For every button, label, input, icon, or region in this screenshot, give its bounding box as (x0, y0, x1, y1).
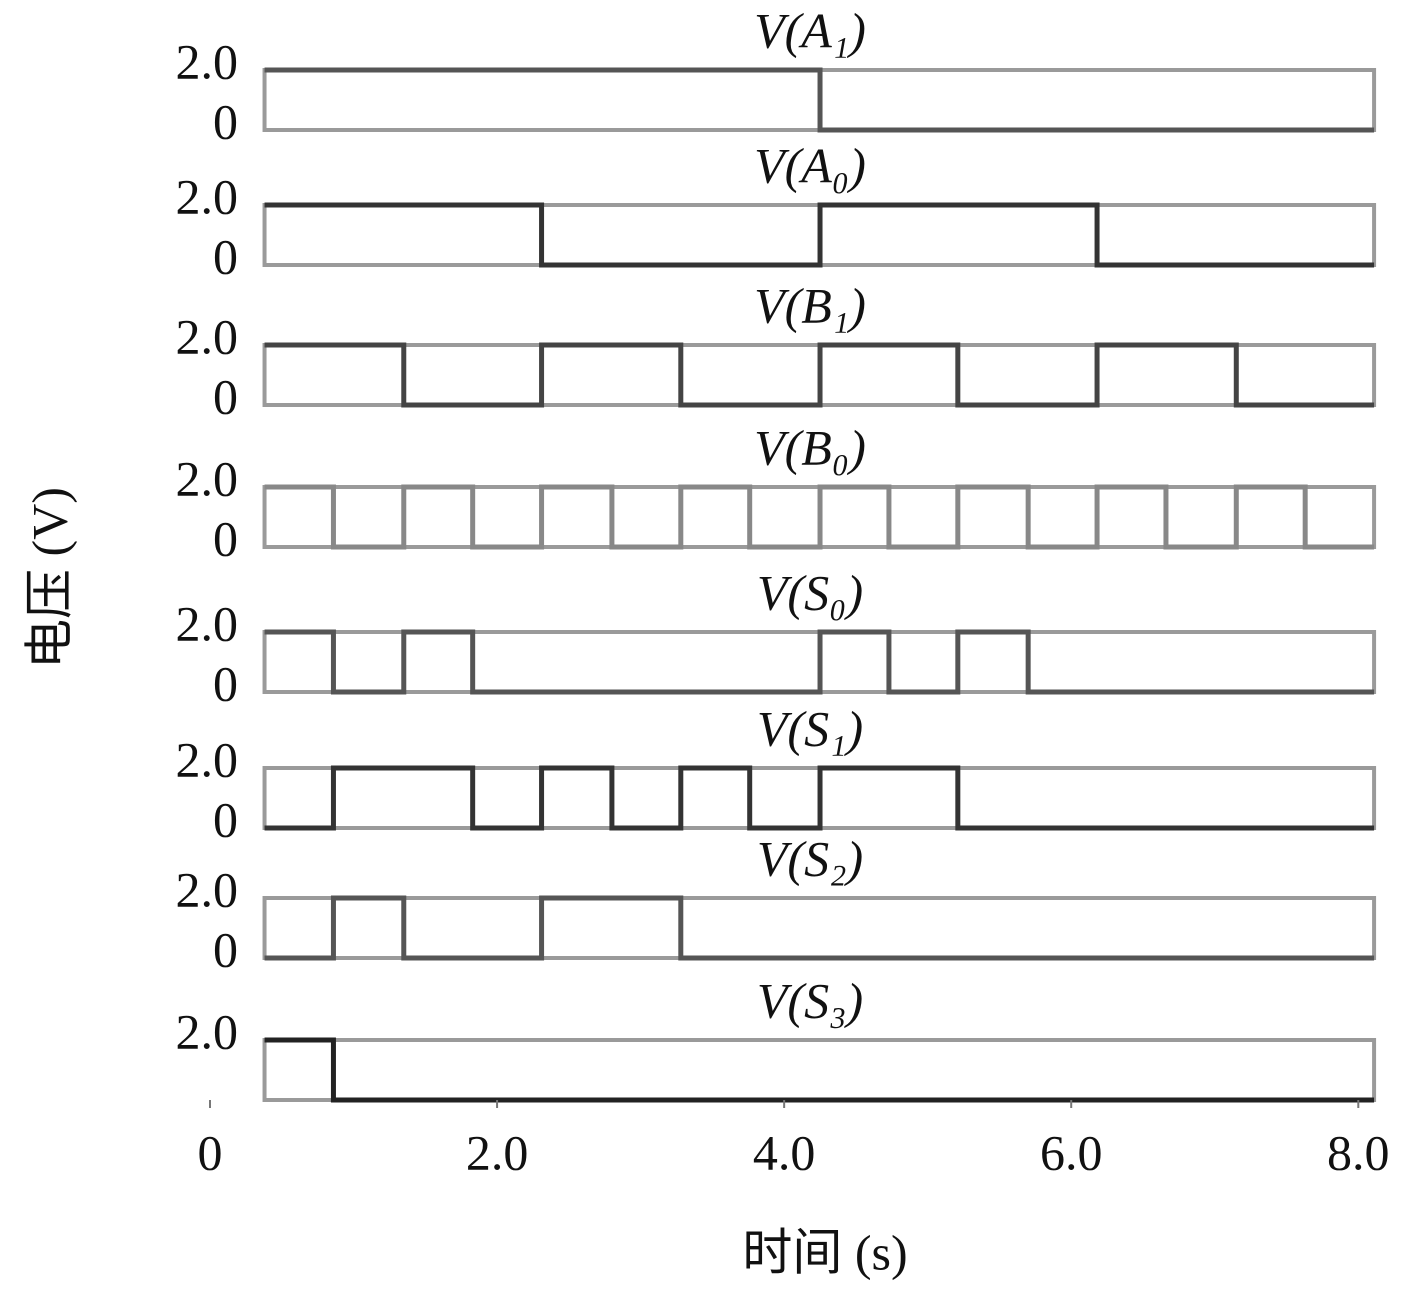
x-tick-label: 4.0 (753, 1124, 816, 1180)
panel-title: V(S₂) (757, 830, 863, 886)
waveform (264, 1037, 1375, 1103)
y-tick-label: 2.0 (176, 308, 239, 364)
y-tick-label: 0 (213, 93, 238, 149)
x-tick-label: 6.0 (1040, 1124, 1103, 1180)
panel-title: V(S₃) (757, 972, 863, 1028)
y-tick-label: 2.0 (176, 450, 239, 506)
panel-frame (262, 896, 1377, 960)
x-axis-label: 时间 (s) (742, 1224, 907, 1280)
y-tick-label: 0 (213, 921, 238, 977)
waveform (264, 202, 1375, 268)
y-tick-label: 2.0 (176, 595, 239, 651)
panel-title: V(B₁) (754, 277, 866, 333)
y-tick-label: 2.0 (176, 33, 239, 89)
panel-title: V(A₀) (754, 137, 866, 193)
y-tick-label: 0 (213, 228, 238, 284)
waveform (264, 342, 1375, 408)
waveform (264, 629, 1375, 695)
panel-title: V(S₁) (757, 700, 863, 756)
panel-title: V(B₀) (754, 419, 866, 475)
y-tick-label: 2.0 (176, 1003, 239, 1059)
y-tick-label: 2.0 (176, 861, 239, 917)
waveform (264, 765, 1375, 831)
waveform (264, 895, 1375, 961)
waveform (264, 67, 1375, 133)
panel-title: V(A₁) (754, 2, 866, 58)
panel-title: V(S₀) (757, 564, 863, 620)
x-tick-label: 8.0 (1327, 1124, 1390, 1180)
y-tick-label: 0 (213, 791, 238, 847)
panel-frame (262, 1038, 1377, 1102)
x-tick-label: 2.0 (466, 1124, 529, 1180)
y-tick-label: 0 (213, 368, 238, 424)
y-tick-label: 0 (213, 655, 238, 711)
x-tick-label: 0 (198, 1124, 223, 1180)
y-tick-label: 2.0 (176, 731, 239, 787)
waveform (264, 484, 1375, 550)
y-tick-label: 0 (213, 510, 238, 566)
y-tick-label: 2.0 (176, 168, 239, 224)
y-axis-label: 电压 (V) (21, 487, 77, 669)
